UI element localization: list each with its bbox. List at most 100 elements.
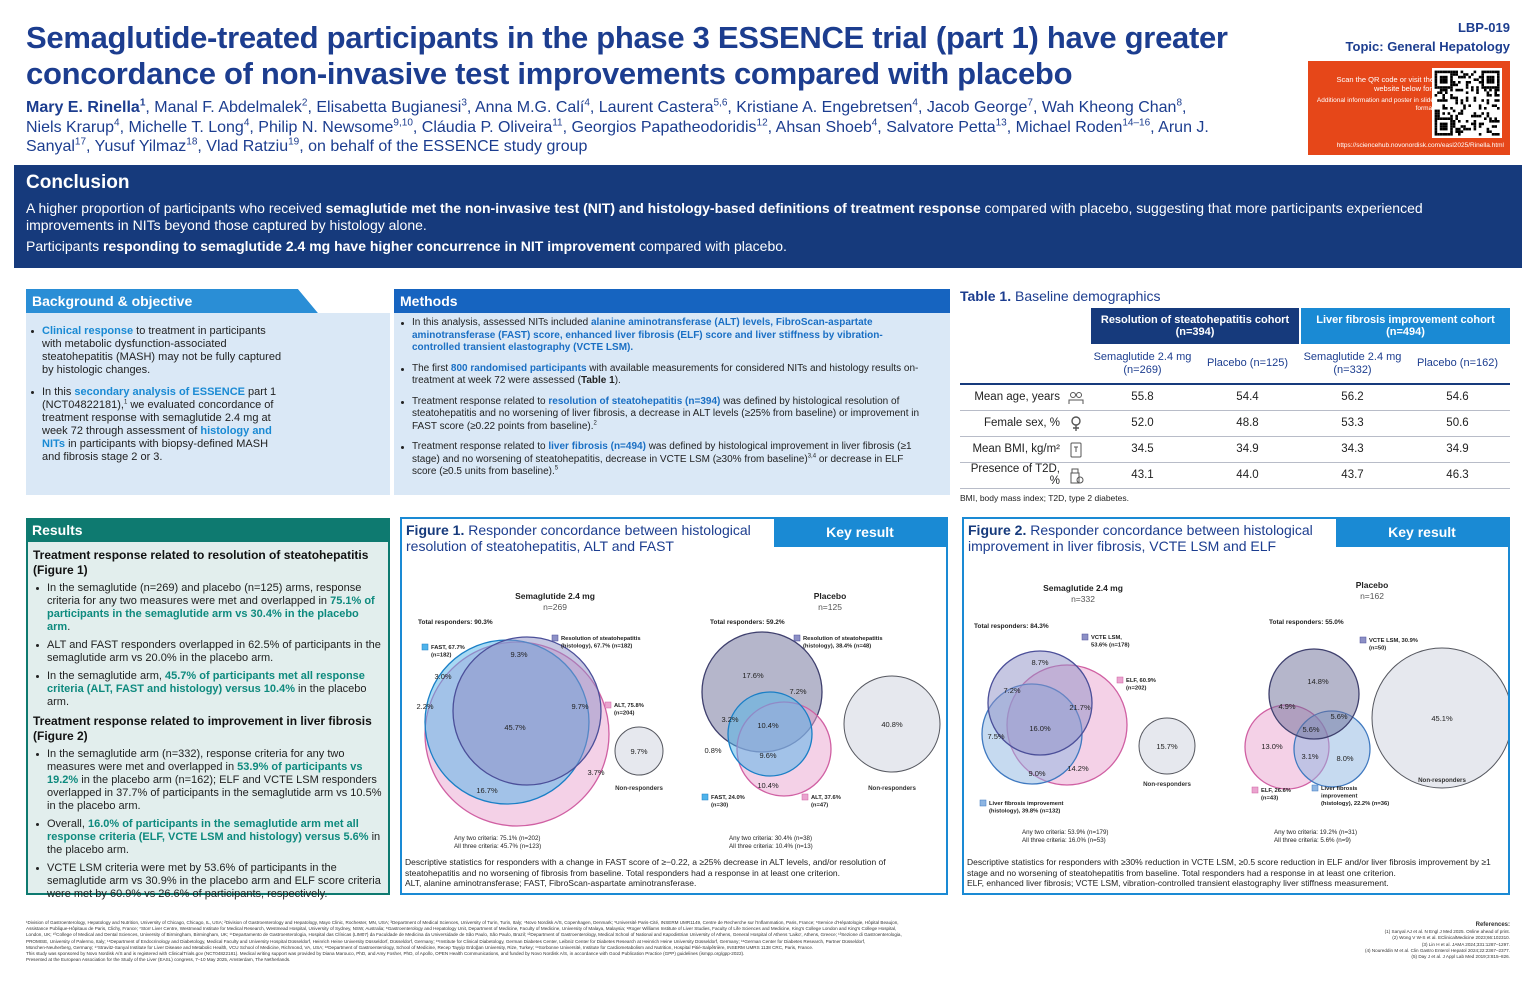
- subheading: Treatment response related to resolution…: [33, 548, 369, 577]
- legend-swatch: [1311, 784, 1319, 792]
- qr-module: [1434, 78, 1438, 81]
- row-label-text: Female sex, %: [983, 417, 1060, 429]
- note: Descriptive statistics for responders wi…: [405, 857, 886, 878]
- qr-module: [1450, 125, 1453, 128]
- author-name: Michael Roden: [1015, 118, 1123, 136]
- legend-text: Liver fibrosis improvement: [989, 801, 1063, 807]
- author: Ahsan Shoeb4: [776, 118, 878, 136]
- qr-module: [1442, 96, 1445, 100]
- table-caption: Baseline demographics: [1014, 288, 1161, 304]
- qr-module: [1486, 130, 1490, 133]
- key-result-tab: Key result: [774, 519, 946, 547]
- affiliation-mark: 18: [186, 136, 198, 148]
- qr-module: [1439, 99, 1443, 102]
- qr-module: [1442, 86, 1445, 89]
- affiliation-mark: 12: [756, 117, 768, 129]
- author-name: Jacob George: [926, 99, 1028, 116]
- group-header: Liver fibrosis improvement cohort (n=494…: [1299, 308, 1510, 344]
- non-responder-value: 40.8%: [881, 720, 903, 729]
- affiliation-line: This study was sponsored by Novo Nordisk…: [26, 951, 745, 957]
- qr-module: [1450, 81, 1453, 84]
- qr-module: [1465, 91, 1469, 94]
- qr-url[interactable]: https://sciencehub.novonordisk.com/easl2…: [1336, 142, 1504, 149]
- qr-module: [1465, 73, 1469, 76]
- text-run: compared with placebo, suggesting that m…: [26, 200, 1423, 233]
- qr-module: [1471, 73, 1474, 76]
- qr-code[interactable]: [1432, 68, 1502, 138]
- reference: (1) Sanyal AJ et al. N Engl J Med 2025. …: [1384, 929, 1510, 935]
- legend-text: ELF, 60.9%: [1126, 678, 1156, 684]
- region-value: 16.7%: [476, 786, 498, 795]
- non-responder-label: Non-responders: [868, 785, 916, 792]
- column-header: Placebo (n=162): [1405, 344, 1510, 385]
- qr-module: [1434, 109, 1438, 113]
- qr-module: [1455, 117, 1458, 120]
- text-run: in the placebo arm.: [47, 831, 381, 856]
- legend-text: FAST, 24.0%: [711, 795, 745, 801]
- qr-module: [1486, 112, 1490, 115]
- summary: Any two criteria: 30.4% (n=38): [729, 835, 812, 842]
- separator: ,: [1150, 118, 1159, 136]
- affiliation-mark: 4: [114, 117, 120, 129]
- region-value: 7.5%: [987, 732, 1004, 741]
- qr-module: [1439, 133, 1443, 136]
- qr-module: [1468, 75, 1471, 79]
- legend-text: (n=202): [1126, 686, 1147, 692]
- text-run: In the semaglutide (n=269) and placebo (…: [47, 582, 362, 607]
- region-value: 9.6%: [759, 751, 776, 760]
- venn-circle: [987, 650, 1093, 756]
- text-run: ).: [614, 375, 621, 386]
- bullet: In the semaglutide arm, 45.7% of partici…: [33, 670, 383, 709]
- non-responder-circle: [1371, 647, 1508, 789]
- qr-module: [1439, 125, 1443, 128]
- qr-module: [1491, 120, 1495, 123]
- qr-module: [1494, 91, 1497, 94]
- row-icon: [1070, 468, 1084, 483]
- qr-module: [1442, 125, 1445, 128]
- table-row: Mean BMI, kg/m² 34.5 34.9 34.3 34.9: [960, 436, 1510, 463]
- qr-module: [1445, 75, 1448, 79]
- venn-panel: Semaglutide 2.4 mgn=269 Total responders:…: [416, 591, 664, 850]
- separator: ,: [917, 99, 927, 116]
- section-header: Background & objective: [26, 289, 286, 313]
- qr-module: [1473, 125, 1477, 128]
- table-title: Table 1. Baseline demographics: [960, 288, 1161, 304]
- reference-mark: 5: [554, 465, 559, 472]
- summary: Any two criteria: 53.9% (n=179): [1022, 829, 1109, 836]
- qr-module: [1439, 70, 1443, 74]
- legend-text: ELF, 26.6%: [1261, 788, 1291, 794]
- table-cell: 34.5: [1090, 436, 1195, 463]
- qr-module: [1471, 122, 1474, 126]
- author: Kristiane A. Engebretsen4: [736, 98, 918, 116]
- qr-module: [1442, 75, 1445, 79]
- highlight: 53.9% of participants vs 19.2%: [47, 761, 363, 786]
- figure: Semaglutide 2.4 mg n=269 Total responders:…: [400, 517, 948, 895]
- section-title: Conclusion: [26, 172, 130, 193]
- qr-module: [1486, 86, 1490, 89]
- text-run: ALT and FAST responders overlapped in 62…: [47, 639, 381, 664]
- qr-module: [1439, 86, 1443, 89]
- author: Elisabetta Bugianesi3: [316, 98, 467, 116]
- affiliation-mark: 14–16: [1122, 117, 1151, 129]
- qr-module: [1481, 70, 1484, 74]
- separator: ,: [197, 138, 207, 155]
- affiliation-line: Assistance Publique-Hôpitaux de Paris, C…: [26, 926, 897, 932]
- qr-module: [1497, 73, 1500, 76]
- reference: (5) Day J et al. J Appl Lab Med 2019;3:8…: [1411, 954, 1510, 960]
- qr-module: [1489, 130, 1492, 133]
- column-header: Placebo (n=125): [1195, 344, 1300, 385]
- figure-notes: Descriptive statistics for responders wi…: [405, 857, 941, 889]
- qr-module: [1497, 94, 1500, 97]
- author: Mary E. Rinella1: [26, 98, 145, 116]
- qr-module: [1445, 99, 1448, 102]
- qr-module: [1468, 81, 1471, 84]
- qr-info: Additional information and poster in sli…: [1316, 97, 1434, 112]
- qr-module: [1484, 107, 1487, 110]
- table-label: Table 1.: [960, 288, 1012, 304]
- reference-mark: 3,4: [807, 453, 817, 460]
- total-responders: Total responders: 55.0%: [1269, 619, 1344, 626]
- qr-module: [1460, 99, 1464, 102]
- qr-module: [1465, 99, 1469, 102]
